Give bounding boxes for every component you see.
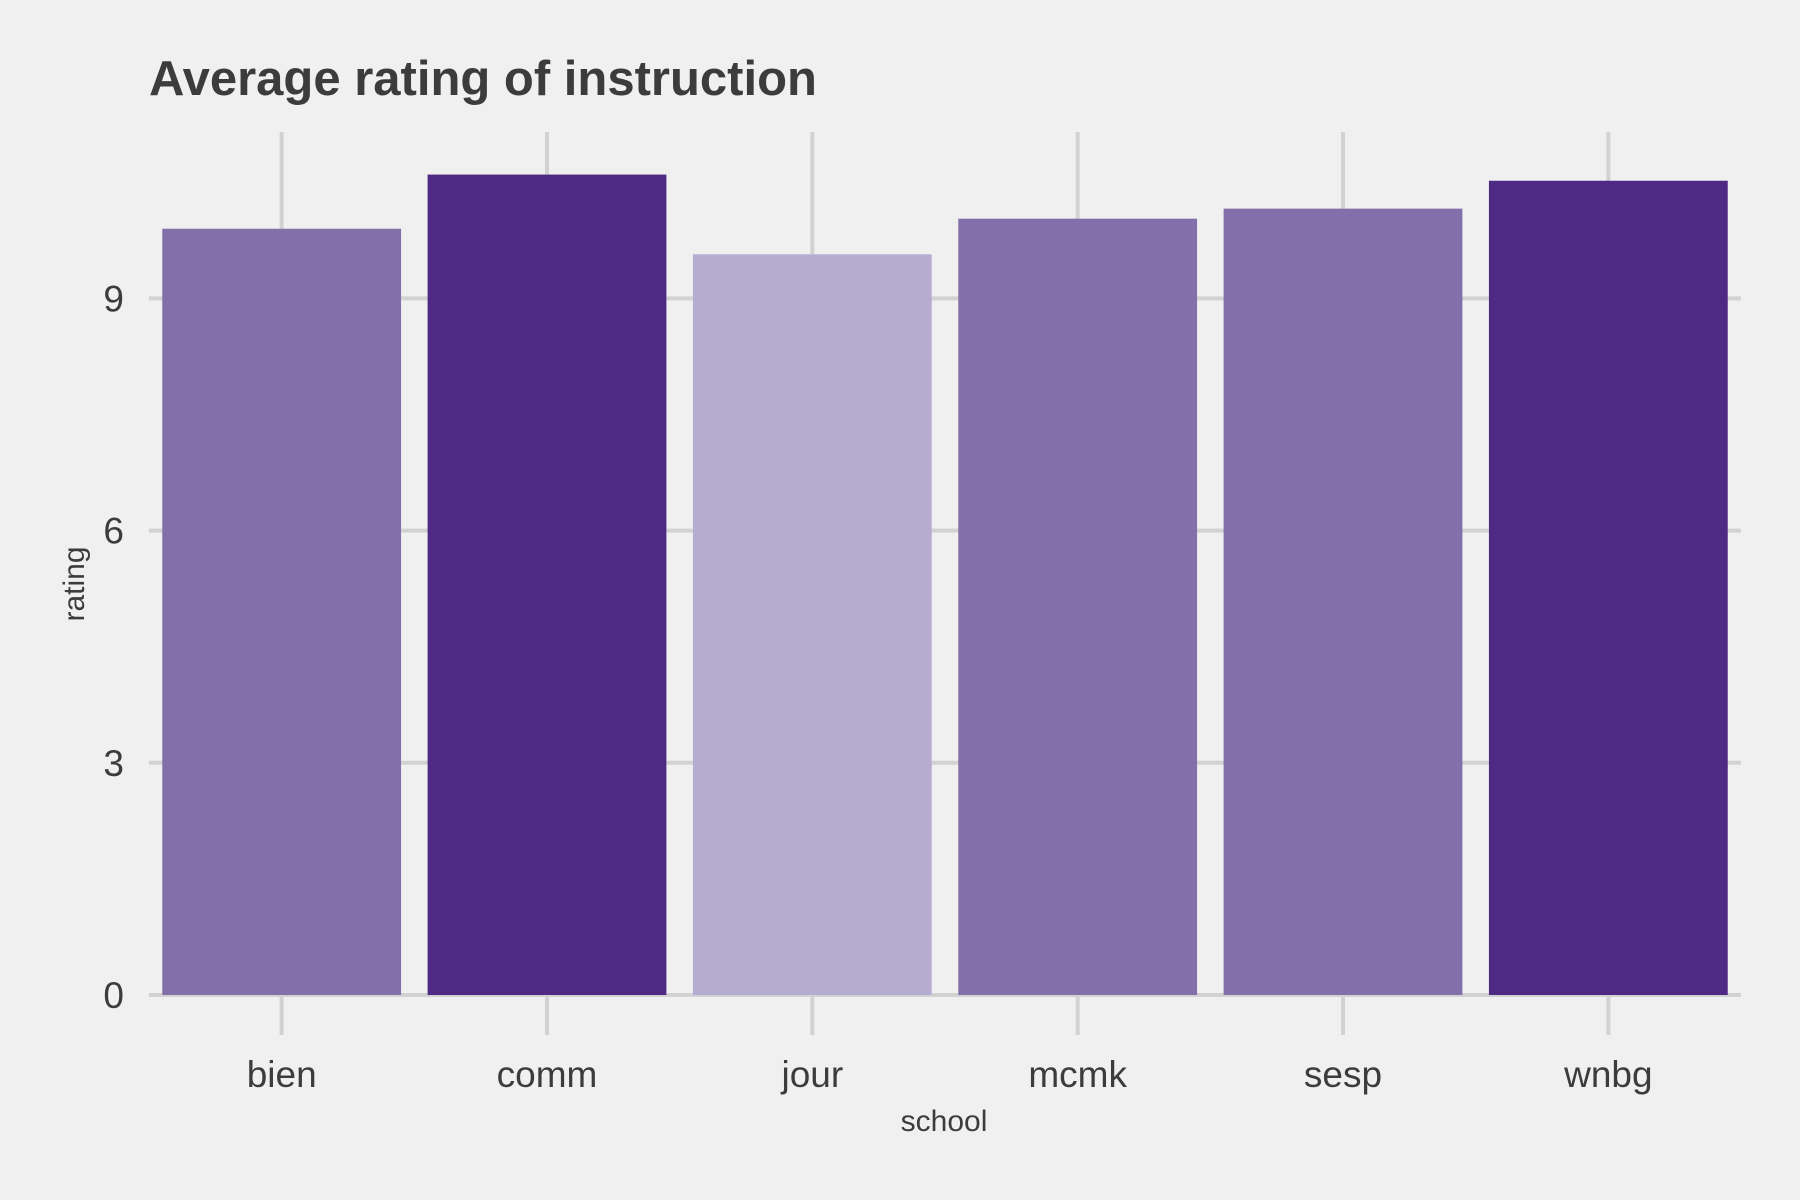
x-axis-label: school — [901, 1105, 988, 1138]
x-tick-label: jour — [780, 1054, 843, 1095]
bar-bien — [162, 228, 402, 995]
y-tick-label: 6 — [103, 511, 124, 552]
chart-title: Average rating of instruction — [149, 52, 817, 106]
y-tick-label: 0 — [103, 975, 124, 1016]
x-tick-label: bien — [247, 1054, 317, 1095]
y-tick-label: 3 — [103, 743, 124, 784]
bar-comm — [427, 174, 667, 995]
bar-jour — [692, 254, 932, 995]
bar-mcmk — [958, 218, 1198, 995]
y-tick-label: 9 — [103, 278, 124, 319]
x-tick-label: comm — [497, 1054, 598, 1095]
y-axis-label: rating — [58, 546, 91, 621]
bar-sesp — [1223, 208, 1463, 995]
x-axis-ticks: bien comm jour mcmk sesp wnbg — [247, 1054, 1653, 1095]
bars — [162, 174, 1728, 996]
bar-wnbg — [1488, 180, 1728, 996]
x-tick-label: wnbg — [1563, 1054, 1652, 1095]
y-axis-ticks: 0 3 6 9 — [103, 278, 124, 1016]
x-tick-label: sesp — [1304, 1054, 1382, 1095]
x-tick-label: mcmk — [1028, 1054, 1127, 1095]
